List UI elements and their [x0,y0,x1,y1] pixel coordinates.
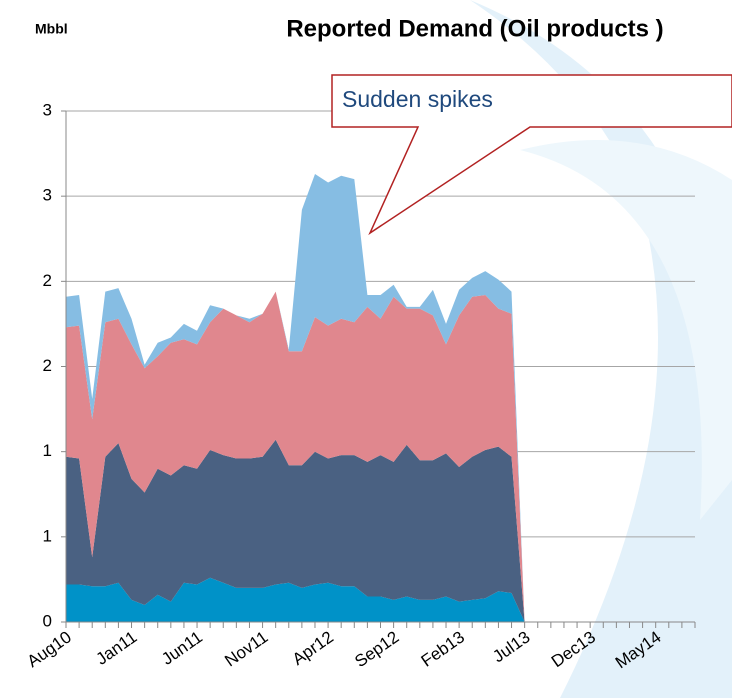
x-tick-label: Sep12 [351,627,402,671]
unit-label: Mbbl [35,21,68,37]
chart: Mbbl Reported Demand (Oil products ) 0 1 1… [0,0,732,698]
page: {"chart_data": {"type": "stacked-area", … [0,0,732,698]
y-tick-label: 0 [43,611,52,630]
x-tick-label: Jan11 [93,627,141,668]
y-tick-label: 2 [43,356,52,375]
y-tick-label: 3 [43,186,52,205]
x-tick-label: Jun11 [158,627,206,668]
y-tick-label: 1 [43,441,52,460]
x-tick-label: Nov11 [221,627,271,670]
plot-area: 0 1 1 2 2 3 3 Aug10 Jan11 Jun11 Nov11 Apr12 Sep12 Feb… [24,100,695,672]
y-tick-label: 2 [43,271,52,290]
x-tick-label: Feb13 [418,627,468,670]
x-tick-label: Aug10 [24,627,75,671]
y-tick-label: 3 [43,100,52,119]
y-tick-label: 1 [43,526,52,545]
x-tick-label: Apr12 [289,627,337,669]
chart-title: Reported Demand (Oil products ) [286,15,663,42]
x-tick-label: Jul13 [489,627,533,666]
callout-text: Sudden spikes [342,86,493,112]
